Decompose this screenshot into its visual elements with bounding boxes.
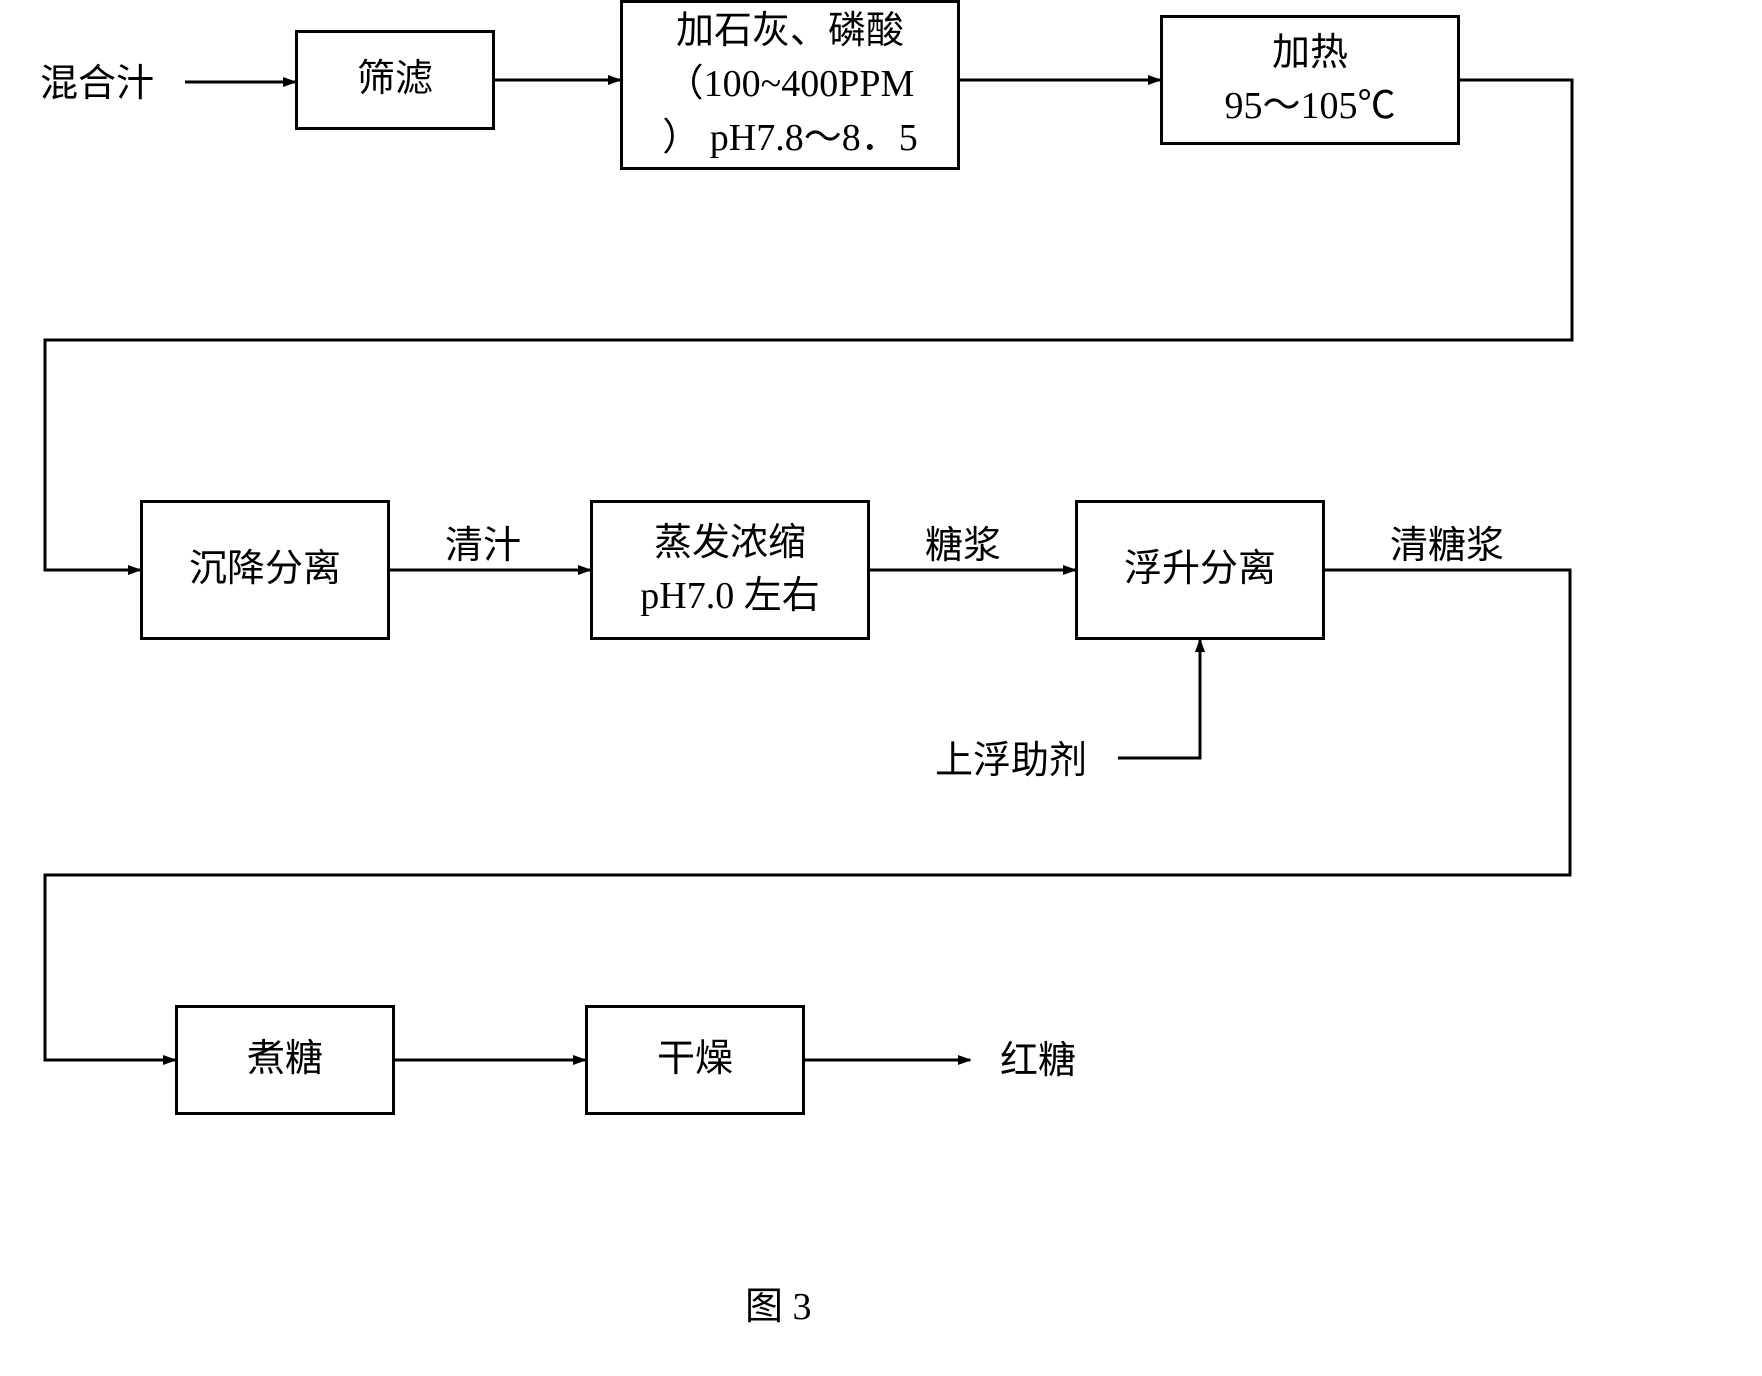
connectors-svg <box>0 0 1762 1376</box>
